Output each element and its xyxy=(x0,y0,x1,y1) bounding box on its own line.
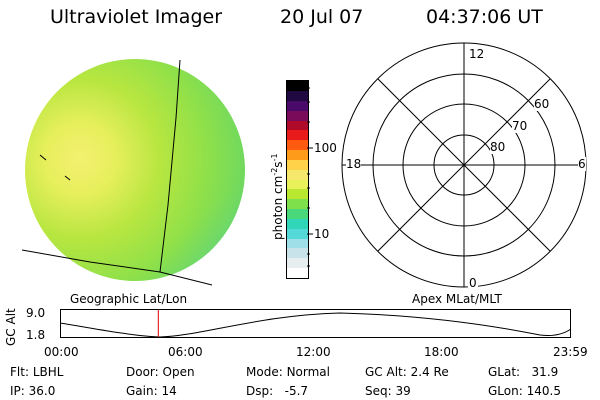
color-scale-segment xyxy=(287,238,308,249)
gain-label: Gain: xyxy=(126,384,158,398)
info-ip: IP: 36.0 xyxy=(10,384,55,398)
dsp-value: -5.7 xyxy=(284,384,309,398)
door-label: Door: xyxy=(126,365,159,379)
info-mode: Mode: Normal xyxy=(246,365,330,379)
color-scale-segment xyxy=(287,258,308,269)
altitude-plot xyxy=(60,309,572,338)
color-scale-segment xyxy=(287,159,308,170)
dsp-label: Dsp: xyxy=(246,384,274,398)
mlat-label-70: 70 xyxy=(512,119,528,133)
altitude-curve xyxy=(60,312,572,338)
color-scale-segment xyxy=(287,179,308,190)
seq-value: 39 xyxy=(395,384,411,398)
ip-label: IP: xyxy=(10,384,25,398)
glat-label: GLat: xyxy=(488,365,521,379)
polar-grid-label: Apex MLat/MLT xyxy=(412,292,502,306)
color-scale-ticks xyxy=(307,87,313,267)
door-value: Open xyxy=(162,365,195,379)
info-filter: Flt: LBHL xyxy=(10,365,63,379)
info-glat: GLat: 31.9 xyxy=(488,365,558,379)
geo-image-panel xyxy=(21,59,245,286)
mode-label: Mode: xyxy=(246,365,283,379)
unit-exp-cm: -2 xyxy=(270,167,279,176)
color-scale-segment xyxy=(287,199,308,210)
mlt-line-diag-2 xyxy=(377,78,551,252)
instrument-title: Ultraviolet Imager xyxy=(50,6,223,28)
color-scale-segment xyxy=(287,189,308,200)
altitude-ylabel: GC Alt xyxy=(4,308,18,346)
unit-seconds: s xyxy=(271,161,285,168)
glon-label: GLon: xyxy=(488,384,523,398)
color-scale-tick-100: 100 xyxy=(314,141,337,155)
color-scale-segment xyxy=(287,140,308,151)
color-scale-segment xyxy=(287,228,308,239)
image-time: 04:37:06 UT xyxy=(426,6,543,28)
altitude-xtick-1200: 12:00 xyxy=(296,345,331,359)
filter-value: LBHL xyxy=(32,365,64,379)
altitude-xtick-0600: 06:00 xyxy=(168,345,203,359)
mode-value: Normal xyxy=(286,365,330,379)
mlt-label-18: 18 xyxy=(346,157,362,171)
image-date: 20 Jul 07 xyxy=(280,6,364,28)
unit-base: photon cm xyxy=(271,175,285,240)
color-scale-segment xyxy=(287,110,308,121)
color-scale-segment xyxy=(287,218,308,229)
color-scale-segment xyxy=(287,209,308,219)
color-scale-bar xyxy=(286,80,309,279)
unit-exp-s: -1 xyxy=(270,153,279,162)
color-scale-segment xyxy=(287,90,308,101)
altitude-plot-frame xyxy=(60,309,571,338)
geographic-grid-lines xyxy=(21,59,213,286)
info-gain: Gain: 14 xyxy=(126,384,177,398)
info-gc-alt: GC Alt: 2.4 Re xyxy=(365,365,449,379)
mlat-label-80: 80 xyxy=(490,140,506,154)
info-door: Door: Open xyxy=(126,365,195,379)
color-scale-tick-10: 10 xyxy=(314,227,330,241)
gc-alt-label: GC Alt: xyxy=(365,365,407,379)
ip-value: 36.0 xyxy=(28,384,56,398)
mlat-label-60: 60 xyxy=(534,97,550,111)
geo-image-label: Geographic Lat/Lon xyxy=(70,292,188,306)
filter-label: Flt: xyxy=(10,365,29,379)
altitude-ytick-min: 1.8 xyxy=(26,328,46,342)
altitude-xtick-2359: 23:59 xyxy=(553,345,588,359)
color-scale-segment xyxy=(287,150,308,160)
mlt-label-0: 0 xyxy=(468,276,478,290)
gc-alt-value: 2.4 Re xyxy=(410,365,449,379)
info-glon: GLon: 140.5 xyxy=(488,384,561,398)
glon-value: 140.5 xyxy=(526,384,561,398)
glat-value: 31.9 xyxy=(531,365,559,379)
color-scale-segment xyxy=(287,169,308,180)
color-scale-segment xyxy=(287,100,308,111)
altitude-ytick-max: 9.0 xyxy=(26,306,46,320)
seq-label: Seq: xyxy=(365,384,392,398)
gain-value: 14 xyxy=(161,384,177,398)
color-scale-segment xyxy=(287,120,308,131)
color-scale-unit-label: photon cm-2s-1 xyxy=(270,153,285,240)
color-scale-segment xyxy=(287,248,308,259)
color-scale-segment xyxy=(287,130,308,141)
altitude-xtick-0000: 00:00 xyxy=(44,345,79,359)
info-dsp: Dsp: -5.7 xyxy=(246,384,308,398)
altitude-xtick-1800: 18:00 xyxy=(424,345,459,359)
color-scale-segment xyxy=(287,81,308,91)
info-seq: Seq: 39 xyxy=(365,384,411,398)
mlt-label-12: 12 xyxy=(468,47,486,61)
mlt-label-6: 6 xyxy=(578,157,586,171)
uv-earth-disk xyxy=(25,59,245,281)
color-scale-segment xyxy=(287,268,308,278)
polar-grid xyxy=(341,42,587,288)
